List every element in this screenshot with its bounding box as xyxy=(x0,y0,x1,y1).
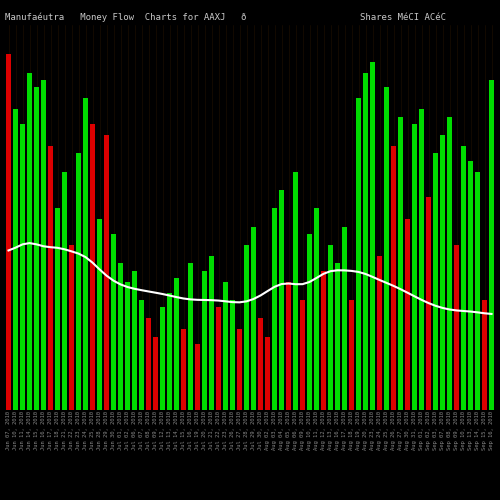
Bar xyxy=(314,208,319,410)
Bar xyxy=(195,344,200,410)
Bar xyxy=(356,98,361,410)
Bar xyxy=(251,226,256,410)
Bar xyxy=(286,282,291,410)
Bar xyxy=(447,116,452,410)
Bar xyxy=(34,88,39,410)
Bar xyxy=(62,172,67,410)
Bar xyxy=(377,256,382,410)
Text: Manufaéutra   Money Flow  Charts for AAXJ: Manufaéutra Money Flow Charts for AAXJ xyxy=(5,12,226,22)
Bar xyxy=(188,264,193,410)
Bar xyxy=(237,330,242,410)
Bar xyxy=(279,190,284,410)
Bar xyxy=(90,124,95,410)
Bar xyxy=(440,135,445,410)
Bar xyxy=(307,234,312,410)
Bar xyxy=(167,292,172,410)
Bar xyxy=(475,172,480,410)
Bar xyxy=(6,54,11,410)
Bar xyxy=(412,124,417,410)
Text: ð: ð xyxy=(240,12,246,22)
Bar xyxy=(370,62,375,410)
Bar xyxy=(104,135,109,410)
Bar xyxy=(146,318,151,410)
Bar xyxy=(153,336,158,410)
Bar xyxy=(48,146,53,410)
Bar xyxy=(13,110,18,410)
Bar xyxy=(391,146,396,410)
Bar xyxy=(160,308,165,410)
Bar xyxy=(461,146,466,410)
Bar xyxy=(118,264,123,410)
Bar xyxy=(405,220,410,410)
Bar xyxy=(97,220,102,410)
Bar xyxy=(132,270,137,410)
Bar xyxy=(230,300,235,410)
Bar xyxy=(272,208,277,410)
Bar xyxy=(174,278,179,410)
Bar xyxy=(83,98,88,410)
Bar xyxy=(244,245,249,410)
Bar xyxy=(419,110,424,410)
Bar xyxy=(258,318,263,410)
Bar xyxy=(454,245,459,410)
Bar xyxy=(293,172,298,410)
Bar xyxy=(41,80,46,410)
Bar xyxy=(398,116,403,410)
Bar xyxy=(209,256,214,410)
Bar xyxy=(139,300,144,410)
Bar xyxy=(76,154,81,410)
Text: Shares MéCI ACéC: Shares MéCI ACéC xyxy=(360,12,446,22)
Bar xyxy=(111,234,116,410)
Bar xyxy=(468,160,473,410)
Bar xyxy=(328,245,333,410)
Bar xyxy=(265,336,270,410)
Bar xyxy=(55,208,60,410)
Bar xyxy=(216,308,221,410)
Bar xyxy=(321,270,326,410)
Bar xyxy=(482,300,487,410)
Bar xyxy=(349,300,354,410)
Bar xyxy=(125,282,130,410)
Bar xyxy=(363,72,368,410)
Bar xyxy=(342,226,347,410)
Bar xyxy=(426,198,431,410)
Bar xyxy=(202,270,207,410)
Bar xyxy=(489,80,494,410)
Bar xyxy=(433,154,438,410)
Bar xyxy=(181,330,186,410)
Bar xyxy=(27,72,32,410)
Bar xyxy=(384,88,389,410)
Bar xyxy=(20,124,25,410)
Bar xyxy=(335,264,340,410)
Bar xyxy=(300,300,305,410)
Bar xyxy=(223,282,228,410)
Bar xyxy=(69,245,74,410)
